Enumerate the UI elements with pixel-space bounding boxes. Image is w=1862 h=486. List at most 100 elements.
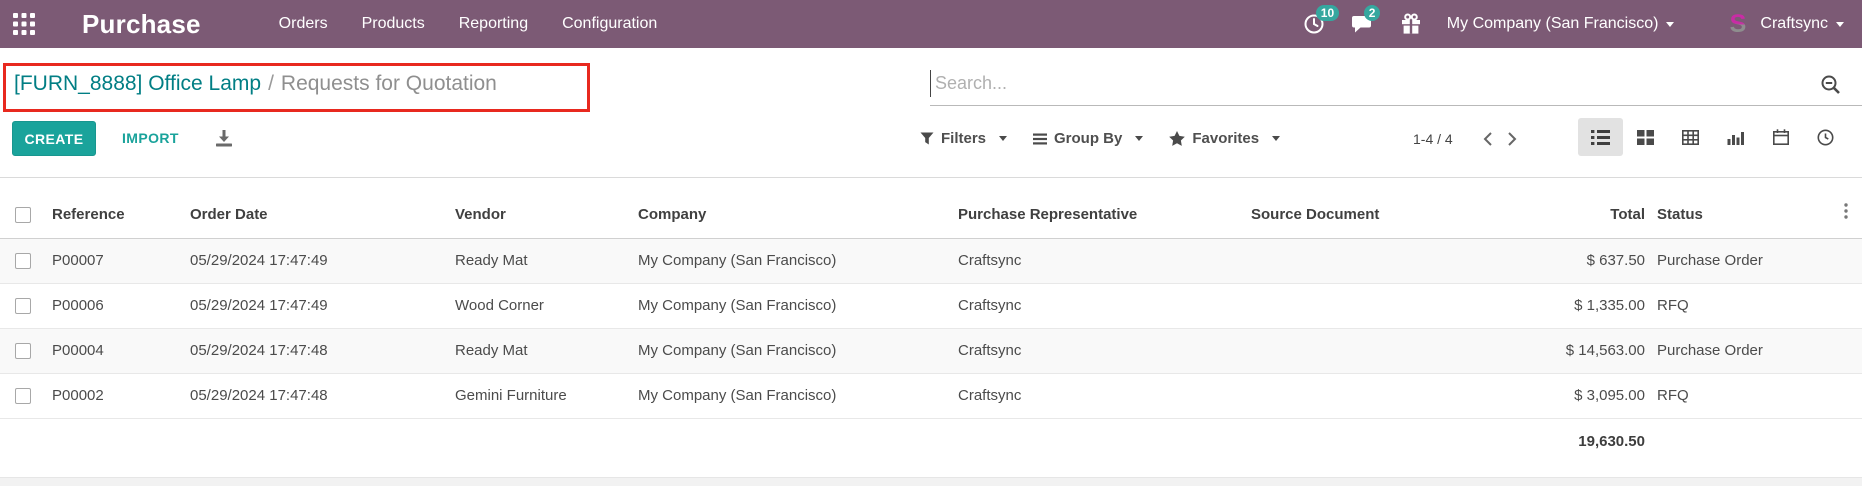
group-by-label: Group By (1054, 130, 1123, 147)
chat-bubble-icon (1351, 16, 1371, 33)
menu-reporting[interactable]: Reporting (458, 15, 529, 32)
row-checkbox[interactable] (15, 342, 31, 359)
clock-icon (1304, 14, 1324, 34)
view-pivot-button[interactable] (1668, 118, 1713, 156)
messages-button[interactable]: 2 (1351, 5, 1381, 35)
rfq-list-table: Reference Order Date Vendor Company Purc… (0, 178, 1862, 464)
search-icon[interactable] (1820, 74, 1842, 101)
table-row[interactable]: P00004 05/29/2024 17:47:48 Ready Mat My … (0, 328, 1862, 373)
cell-total: $ 3,095.00 (1574, 387, 1645, 404)
grid-icon (13, 13, 35, 35)
activity-clock-icon (1817, 129, 1834, 145)
view-graph-button[interactable] (1713, 118, 1758, 156)
table-row[interactable]: P00007 05/29/2024 17:47:49 Ready Mat My … (0, 238, 1862, 283)
cell-status: RFQ (1657, 387, 1689, 404)
chevron-down-icon (1666, 21, 1675, 27)
cell-company: My Company (San Francisco) (638, 252, 837, 269)
cell-company: My Company (San Francisco) (638, 342, 837, 359)
cell-total: $ 637.50 (1586, 252, 1645, 269)
col-header-status[interactable]: Status (1645, 178, 1830, 239)
group-by-dropdown[interactable]: Group By (1033, 130, 1144, 147)
user-menu[interactable]: S Craftsync (1724, 10, 1844, 38)
user-name: Craftsync (1760, 15, 1828, 32)
row-checkbox[interactable] (15, 387, 31, 404)
apps-menu-icon[interactable] (13, 13, 35, 35)
chevron-right-icon (1507, 131, 1517, 146)
download-icon (216, 130, 232, 147)
cell-vendor: Ready Mat (455, 342, 528, 359)
top-navbar: Purchase Orders Products Reporting Confi… (0, 0, 1862, 48)
menu-configuration[interactable]: Configuration (562, 15, 658, 32)
create-button[interactable]: CREATE (12, 121, 96, 156)
cell-status: Purchase Order (1657, 252, 1763, 269)
company-switcher[interactable]: My Company (San Francisco) (1447, 15, 1675, 33)
cell-representative: Craftsync (958, 387, 1022, 404)
search-input[interactable] (930, 62, 1862, 106)
cell-source (1239, 238, 1548, 283)
pager-previous-button[interactable] (1475, 128, 1500, 150)
cell-order-date: 05/29/2024 17:47:49 (190, 297, 328, 314)
menu-orders[interactable]: Orders (278, 15, 328, 32)
filters-label: Filters (941, 130, 987, 147)
pivot-view-icon (1682, 129, 1699, 145)
chevron-down-icon (1272, 136, 1281, 141)
optional-columns-button[interactable] (1830, 178, 1862, 239)
cell-source (1239, 328, 1548, 373)
menu-products[interactable]: Products (361, 15, 425, 32)
pager-next-button[interactable] (1500, 128, 1525, 150)
favorites-dropdown[interactable]: Favorites (1169, 130, 1281, 147)
total-sum: 19,630.50 (1578, 432, 1645, 450)
cell-source (1239, 373, 1548, 418)
breadcrumb-link-product[interactable]: [FURN_8888] Office Lamp (14, 72, 262, 95)
group-by-bars-icon (1033, 133, 1048, 144)
view-list-button[interactable] (1578, 118, 1623, 156)
breadcrumb-separator: / (268, 72, 274, 95)
select-all-checkbox[interactable] (15, 206, 31, 223)
cell-reference: P00002 (52, 387, 104, 404)
cell-representative: Craftsync (958, 342, 1022, 359)
chevron-down-icon (1135, 136, 1144, 141)
chevron-left-icon (1483, 131, 1492, 146)
search-options-bar: Filters Group By Favorites (920, 121, 1281, 156)
view-activity-button[interactable] (1803, 118, 1848, 156)
view-kanban-button[interactable] (1623, 118, 1668, 156)
main-menu: Orders Products Reporting Configuration (279, 15, 658, 33)
row-checkbox[interactable] (15, 297, 31, 314)
filters-dropdown[interactable]: Filters (920, 130, 1008, 147)
cell-company: My Company (San Francisco) (638, 387, 837, 404)
col-header-vendor[interactable]: Vendor (443, 178, 626, 239)
col-header-total[interactable]: Total (1548, 178, 1645, 239)
col-header-reference[interactable]: Reference (40, 178, 178, 239)
cell-vendor: Wood Corner (455, 297, 544, 314)
cell-source (1239, 283, 1548, 328)
favorites-label: Favorites (1192, 130, 1260, 147)
breadcrumb-current: Requests for Quotation (280, 72, 497, 95)
table-footer-row: 19,630.50 (0, 418, 1862, 464)
table-row[interactable]: P00002 05/29/2024 17:47:48 Gemini Furnit… (0, 373, 1862, 418)
activities-button[interactable]: 10 (1303, 5, 1340, 35)
cell-order-date: 05/29/2024 17:47:48 (190, 387, 328, 404)
gift-button[interactable] (1401, 13, 1421, 35)
row-checkbox[interactable] (15, 252, 31, 269)
export-download-button[interactable] (215, 129, 233, 150)
view-switcher (1578, 118, 1848, 158)
horizontal-scrollbar[interactable] (0, 477, 1862, 486)
col-header-source-document[interactable]: Source Document (1239, 178, 1548, 239)
calendar-view-icon (1772, 129, 1789, 145)
chevron-down-icon (1836, 21, 1844, 27)
view-calendar-button[interactable] (1758, 118, 1803, 156)
cell-order-date: 05/29/2024 17:47:49 (190, 252, 328, 269)
company-name: My Company (San Francisco) (1446, 15, 1659, 32)
cell-status: RFQ (1657, 297, 1689, 314)
col-header-order-date[interactable]: Order Date (178, 178, 443, 239)
vertical-ellipsis-icon (1844, 202, 1848, 219)
breadcrumb: [FURN_8888] Office Lamp / Requests for Quo… (14, 72, 497, 96)
col-header-purchase-representative[interactable]: Purchase Representative (946, 178, 1239, 239)
import-button[interactable]: IMPORT (122, 121, 179, 156)
cell-status: Purchase Order (1657, 342, 1763, 359)
control-panel: [FURN_8888] Office Lamp / Requests for Quo… (0, 48, 1862, 178)
activity-count-badge: 10 (1315, 5, 1340, 21)
col-header-company[interactable]: Company (626, 178, 946, 239)
app-name[interactable]: Purchase (82, 8, 201, 39)
table-row[interactable]: P00006 05/29/2024 17:47:49 Wood Corner M… (0, 283, 1862, 328)
